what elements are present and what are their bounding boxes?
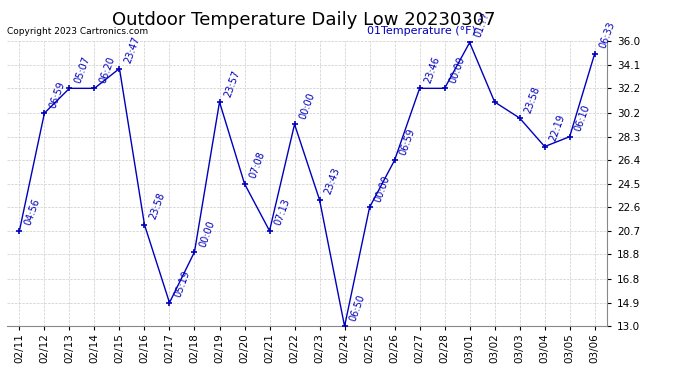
Text: 07:13: 07:13 (273, 198, 291, 227)
Text: 22:19: 22:19 (548, 113, 566, 143)
Text: 07:08: 07:08 (248, 150, 266, 180)
Text: Outdoor Temperature Daily Low 20230307: Outdoor Temperature Daily Low 20230307 (112, 11, 495, 29)
Text: 01Temperature (°F): 01Temperature (°F) (367, 26, 476, 36)
Text: 01:??: 01:?? (473, 11, 491, 39)
Text: 04:56: 04:56 (22, 198, 41, 227)
Text: Copyright 2023 Cartronics.com: Copyright 2023 Cartronics.com (7, 27, 148, 36)
Text: 06:10: 06:10 (573, 104, 591, 133)
Text: 23:58: 23:58 (148, 191, 166, 221)
Text: 06:20: 06:20 (97, 55, 117, 85)
Text: 23:57: 23:57 (222, 68, 242, 98)
Text: 23:58: 23:58 (522, 85, 542, 114)
Text: 00:00: 00:00 (297, 91, 317, 120)
Text: 00:00: 00:00 (373, 174, 391, 204)
Text: 00:00: 00:00 (448, 55, 466, 85)
Text: 06:33: 06:33 (598, 20, 617, 50)
Text: 23:47: 23:47 (122, 35, 141, 65)
Text: 06:59: 06:59 (397, 127, 417, 156)
Text: 06:59: 06:59 (48, 80, 66, 110)
Text: 23:46: 23:46 (422, 55, 442, 85)
Text: 23:43: 23:43 (322, 166, 342, 196)
Text: 05:19: 05:19 (172, 269, 191, 299)
Text: 05:07: 05:07 (72, 55, 91, 85)
Text: 06:50: 06:50 (348, 293, 366, 322)
Text: 00:00: 00:00 (197, 219, 217, 248)
